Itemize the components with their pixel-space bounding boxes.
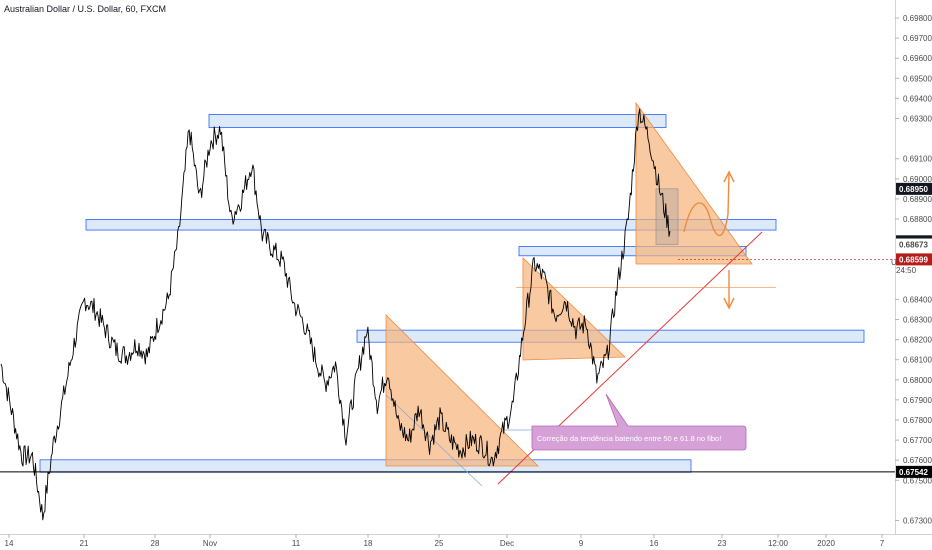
consolidation-box <box>655 188 679 245</box>
triangle-pattern <box>522 257 626 361</box>
annotation-callout: Correção da tendência batendo entre 50 e… <box>531 393 747 451</box>
price-tag-label: 0.68950 <box>899 185 928 194</box>
price-zone <box>39 459 692 473</box>
y-tick-label: 0.69100 <box>903 155 932 164</box>
y-tick-label: 0.69600 <box>903 54 932 63</box>
price-tag <box>896 253 932 266</box>
y-tick-label: 0.68900 <box>903 195 932 204</box>
y-tick-label: 0.67500 <box>903 476 932 485</box>
y-tick-label: 0.69500 <box>903 74 932 83</box>
price-series <box>0 108 671 521</box>
chart-title: Australian Dollar / U.S. Dollar, 60, FXC… <box>4 4 166 14</box>
y-tick-label: 0.69700 <box>903 34 932 43</box>
x-tick-label: 12:00 <box>768 539 789 548</box>
projection-arrow-up <box>683 173 730 237</box>
x-tick-label: 25 <box>435 539 444 548</box>
x-tick-label: 16 <box>650 539 659 548</box>
x-tick-label: 9 <box>579 539 584 548</box>
x-tick-label: Nov <box>203 539 217 548</box>
annotation-text: Correção da tendência batendo entre 50 e… <box>537 434 721 443</box>
price-zone <box>208 114 667 128</box>
callout-box <box>531 393 747 451</box>
y-tick-label: 0.68400 <box>903 295 932 304</box>
y-tick-label: 0.69400 <box>903 94 932 103</box>
triangle-pattern <box>635 101 753 265</box>
y-tick-label: 0.68100 <box>903 356 932 365</box>
price-tag <box>896 465 932 478</box>
projection-arrows <box>683 170 735 310</box>
arrow-head-down <box>723 297 735 310</box>
x-tick-label: 2020 <box>817 539 835 548</box>
price-tag-label: 0.68599 <box>899 255 928 264</box>
price-zone <box>518 246 747 257</box>
y-tick-label: 0.67700 <box>903 436 932 445</box>
x-tick-label: 21 <box>80 539 89 548</box>
countdown-label: 24:50 <box>896 266 917 275</box>
axis-unit-mark: U <box>891 258 897 267</box>
x-tick-label: Dec <box>500 539 514 548</box>
x-tick-label: 7 <box>880 539 885 548</box>
y-tick-label: 0.67800 <box>903 416 932 425</box>
price-tag-label: 0.67542 <box>899 468 928 477</box>
x-tick-label: 11 <box>292 539 301 548</box>
support-resistance-zones <box>39 114 865 473</box>
price-zone <box>85 219 777 231</box>
x-tick-label: 28 <box>151 539 160 548</box>
x-tick-label: 14 <box>5 539 14 548</box>
price-tag <box>896 182 932 195</box>
y-tick-label: 0.67600 <box>903 456 932 465</box>
y-tick-label: 0.68200 <box>903 336 932 345</box>
y-tick-label: 0.67900 <box>903 396 932 405</box>
arrow-head-up <box>723 170 735 183</box>
y-tick-label: 0.68300 <box>903 316 932 325</box>
y-tick-label: 0.68800 <box>903 215 932 224</box>
x-tick-label: 18 <box>364 539 373 548</box>
x-axis[interactable]: 14 21 28 Nov 11 18 25 Dec 9 16 23 12:00 2020 7 <box>5 534 885 548</box>
y-tick-label: 0.69800 <box>903 14 932 23</box>
price-tag-label: 0.68673 <box>899 241 928 250</box>
y-tick-label: 0.69300 <box>903 115 932 124</box>
price-tag <box>896 238 932 251</box>
x-tick-label: 23 <box>718 539 727 548</box>
y-axis[interactable]: 0.69800 0.69700 0.69600 0.69500 0.69400 0.693… <box>895 14 932 526</box>
y-tick-label: 0.67300 <box>903 517 932 526</box>
price-line <box>0 108 671 521</box>
y-tick-label: 0.69000 <box>903 175 932 184</box>
y-tick-label: 0.68000 <box>903 376 932 385</box>
